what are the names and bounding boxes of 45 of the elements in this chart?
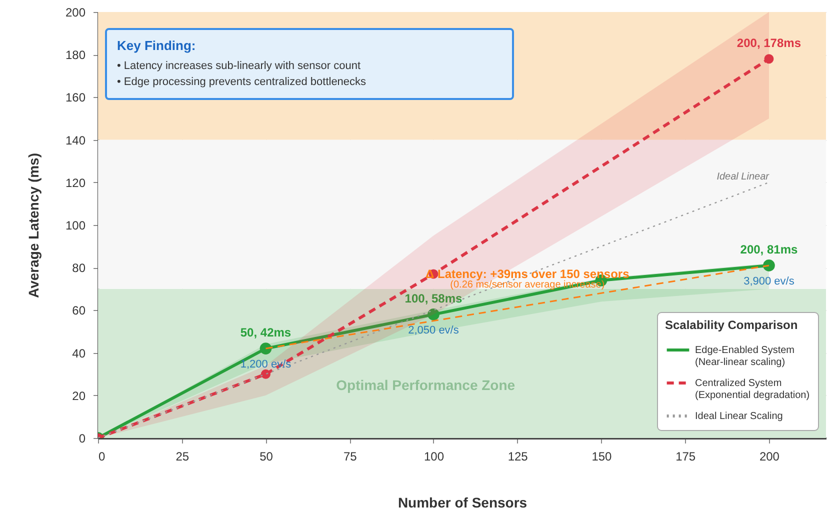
y-tick-label: 40	[72, 346, 86, 360]
y-tick-label: 100	[65, 218, 86, 232]
y-tick-label: 160	[65, 90, 86, 105]
legend-title: Scalability Comparison	[665, 318, 798, 332]
x-tick-label: 50	[260, 450, 274, 464]
annotation: • Edge processing prevents centralized bottlenecks	[117, 75, 368, 90]
legend-label: Centralized System	[695, 378, 782, 389]
x-tick-label: 125	[508, 450, 528, 464]
annotation: (Near-linear scaling)	[695, 357, 786, 368]
data-label: 200, 178ms	[736, 36, 802, 50]
y-axis-title: Average Latency (ms)	[25, 153, 42, 298]
y-tick-label: 140	[65, 133, 86, 148]
y-tick-label: 0	[78, 432, 86, 446]
x-tick-label: 25	[176, 450, 190, 464]
y-tick-label: 80	[72, 261, 86, 276]
point	[763, 260, 775, 272]
annotation: 3,900 ev/s	[744, 275, 795, 288]
y-tick-label: 120	[65, 176, 86, 190]
x-tick-label: 175	[676, 450, 696, 464]
annotation: (Exponential degradation)	[695, 390, 810, 401]
annotation: Ideal Linear	[716, 171, 770, 182]
callout-box: Key Finding: • Latency increases sub-linearly with sensor count • Edge processing prevents centralized bottlenecks	[105, 28, 514, 100]
y-tick-label: 180	[65, 48, 86, 62]
legend-label: Edge-Enabled System	[695, 345, 795, 356]
x-tick-label: 150	[592, 450, 612, 464]
point	[260, 342, 272, 354]
band-label: Optimal Performance Zone	[336, 376, 516, 393]
x-tick-label: 200	[759, 450, 780, 464]
x-tick-label: 75	[343, 450, 358, 464]
x-tick-label: 100	[424, 450, 444, 464]
point	[261, 369, 270, 379]
annotation: • Latency increases sub-linearly with sensor count	[117, 59, 362, 74]
point	[764, 54, 774, 64]
y-tick-label: 200	[65, 6, 86, 20]
annotation: Key Finding:	[117, 38, 197, 54]
point	[428, 308, 440, 320]
annotation: 2,050 ev/s	[408, 324, 460, 336]
data-label: 200, 81ms	[740, 242, 798, 256]
data-label: 50, 42ms	[240, 326, 292, 340]
data-label: 100, 58ms	[404, 291, 462, 306]
y-tick-label: 60	[72, 304, 86, 318]
y-tick-label: 20	[72, 388, 86, 403]
x-axis-title: Number of Sensors	[398, 494, 528, 510]
x-tick-label: 0	[98, 450, 106, 464]
legend-label: Ideal Linear Scaling	[695, 411, 783, 422]
